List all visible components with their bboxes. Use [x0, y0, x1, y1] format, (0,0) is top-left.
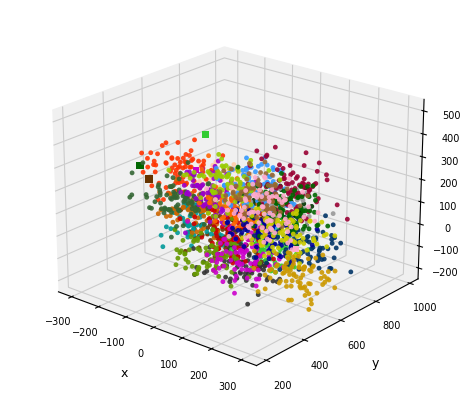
- X-axis label: x: x: [121, 366, 128, 379]
- Y-axis label: y: y: [372, 356, 379, 369]
